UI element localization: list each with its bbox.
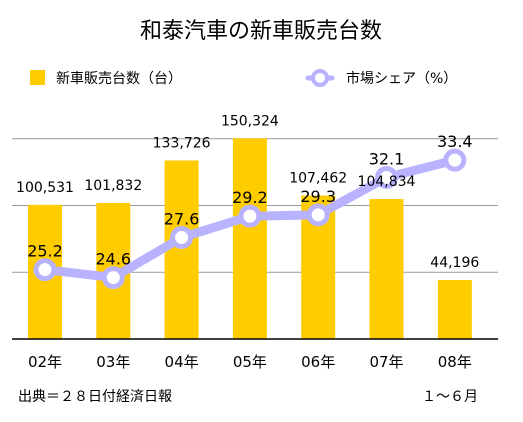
share-point: [375, 165, 398, 189]
footer-period: １～６月: [422, 389, 478, 405]
bar: [164, 160, 199, 339]
share-point: [101, 266, 125, 290]
bars: [28, 138, 472, 339]
share-value-label: 32.1: [369, 149, 405, 168]
legend-line-label: 市場シェア（%）: [346, 70, 457, 87]
bar-value-label: 104,834: [358, 174, 416, 190]
x-tick-label: 08年: [438, 353, 472, 371]
share-value-label: 33.4: [437, 132, 473, 151]
x-tick-label: 04年: [165, 353, 199, 371]
legend-line-marker: [311, 69, 329, 87]
legend: 新車販売台数（台） 市場シェア（%）: [30, 69, 457, 87]
chart-title: 和泰汽車の新車販売台数: [140, 19, 382, 44]
x-tick-label: 05年: [233, 353, 267, 371]
x-tick-label: 03年: [96, 353, 130, 371]
bar-value-label: 100,531: [16, 180, 74, 196]
share-point: [238, 204, 262, 228]
legend-bar-swatch: [30, 70, 45, 85]
share-line: [33, 148, 467, 290]
footer-source: 出典＝２８日付経済日報: [18, 389, 172, 405]
share-point: [170, 226, 194, 250]
share-point: [33, 258, 57, 282]
bar: [437, 279, 472, 339]
bar-value-label: 107,462: [289, 171, 347, 187]
legend-bar-label: 新車販売台数（台）: [56, 70, 182, 87]
x-tick-label: 02年: [28, 353, 62, 371]
x-ticks: 02年 03年 04年 05年 06年 07年 08年: [28, 353, 472, 371]
bar: [232, 138, 267, 339]
share-value-label: 25.2: [27, 242, 63, 261]
share-point: [443, 148, 467, 172]
bar-value-label: 101,832: [84, 178, 142, 194]
data-labels: 100,531 101,832 133,726 150,324 107,462 104,8…: [16, 113, 479, 271]
x-tick-label: 06年: [301, 353, 335, 371]
share-point: [306, 203, 330, 227]
share-value-label: 24.6: [95, 250, 131, 269]
x-tick-label: 07年: [369, 353, 403, 371]
share-value-label: 27.6: [164, 210, 200, 229]
bar-value-label: 44,196: [430, 255, 479, 271]
share-value-label: 29.2: [232, 188, 268, 207]
share-value-label: 29.3: [300, 187, 336, 206]
bar-value-label: 150,324: [221, 113, 279, 129]
bar: [369, 199, 404, 339]
bar-value-label: 133,726: [153, 135, 211, 151]
